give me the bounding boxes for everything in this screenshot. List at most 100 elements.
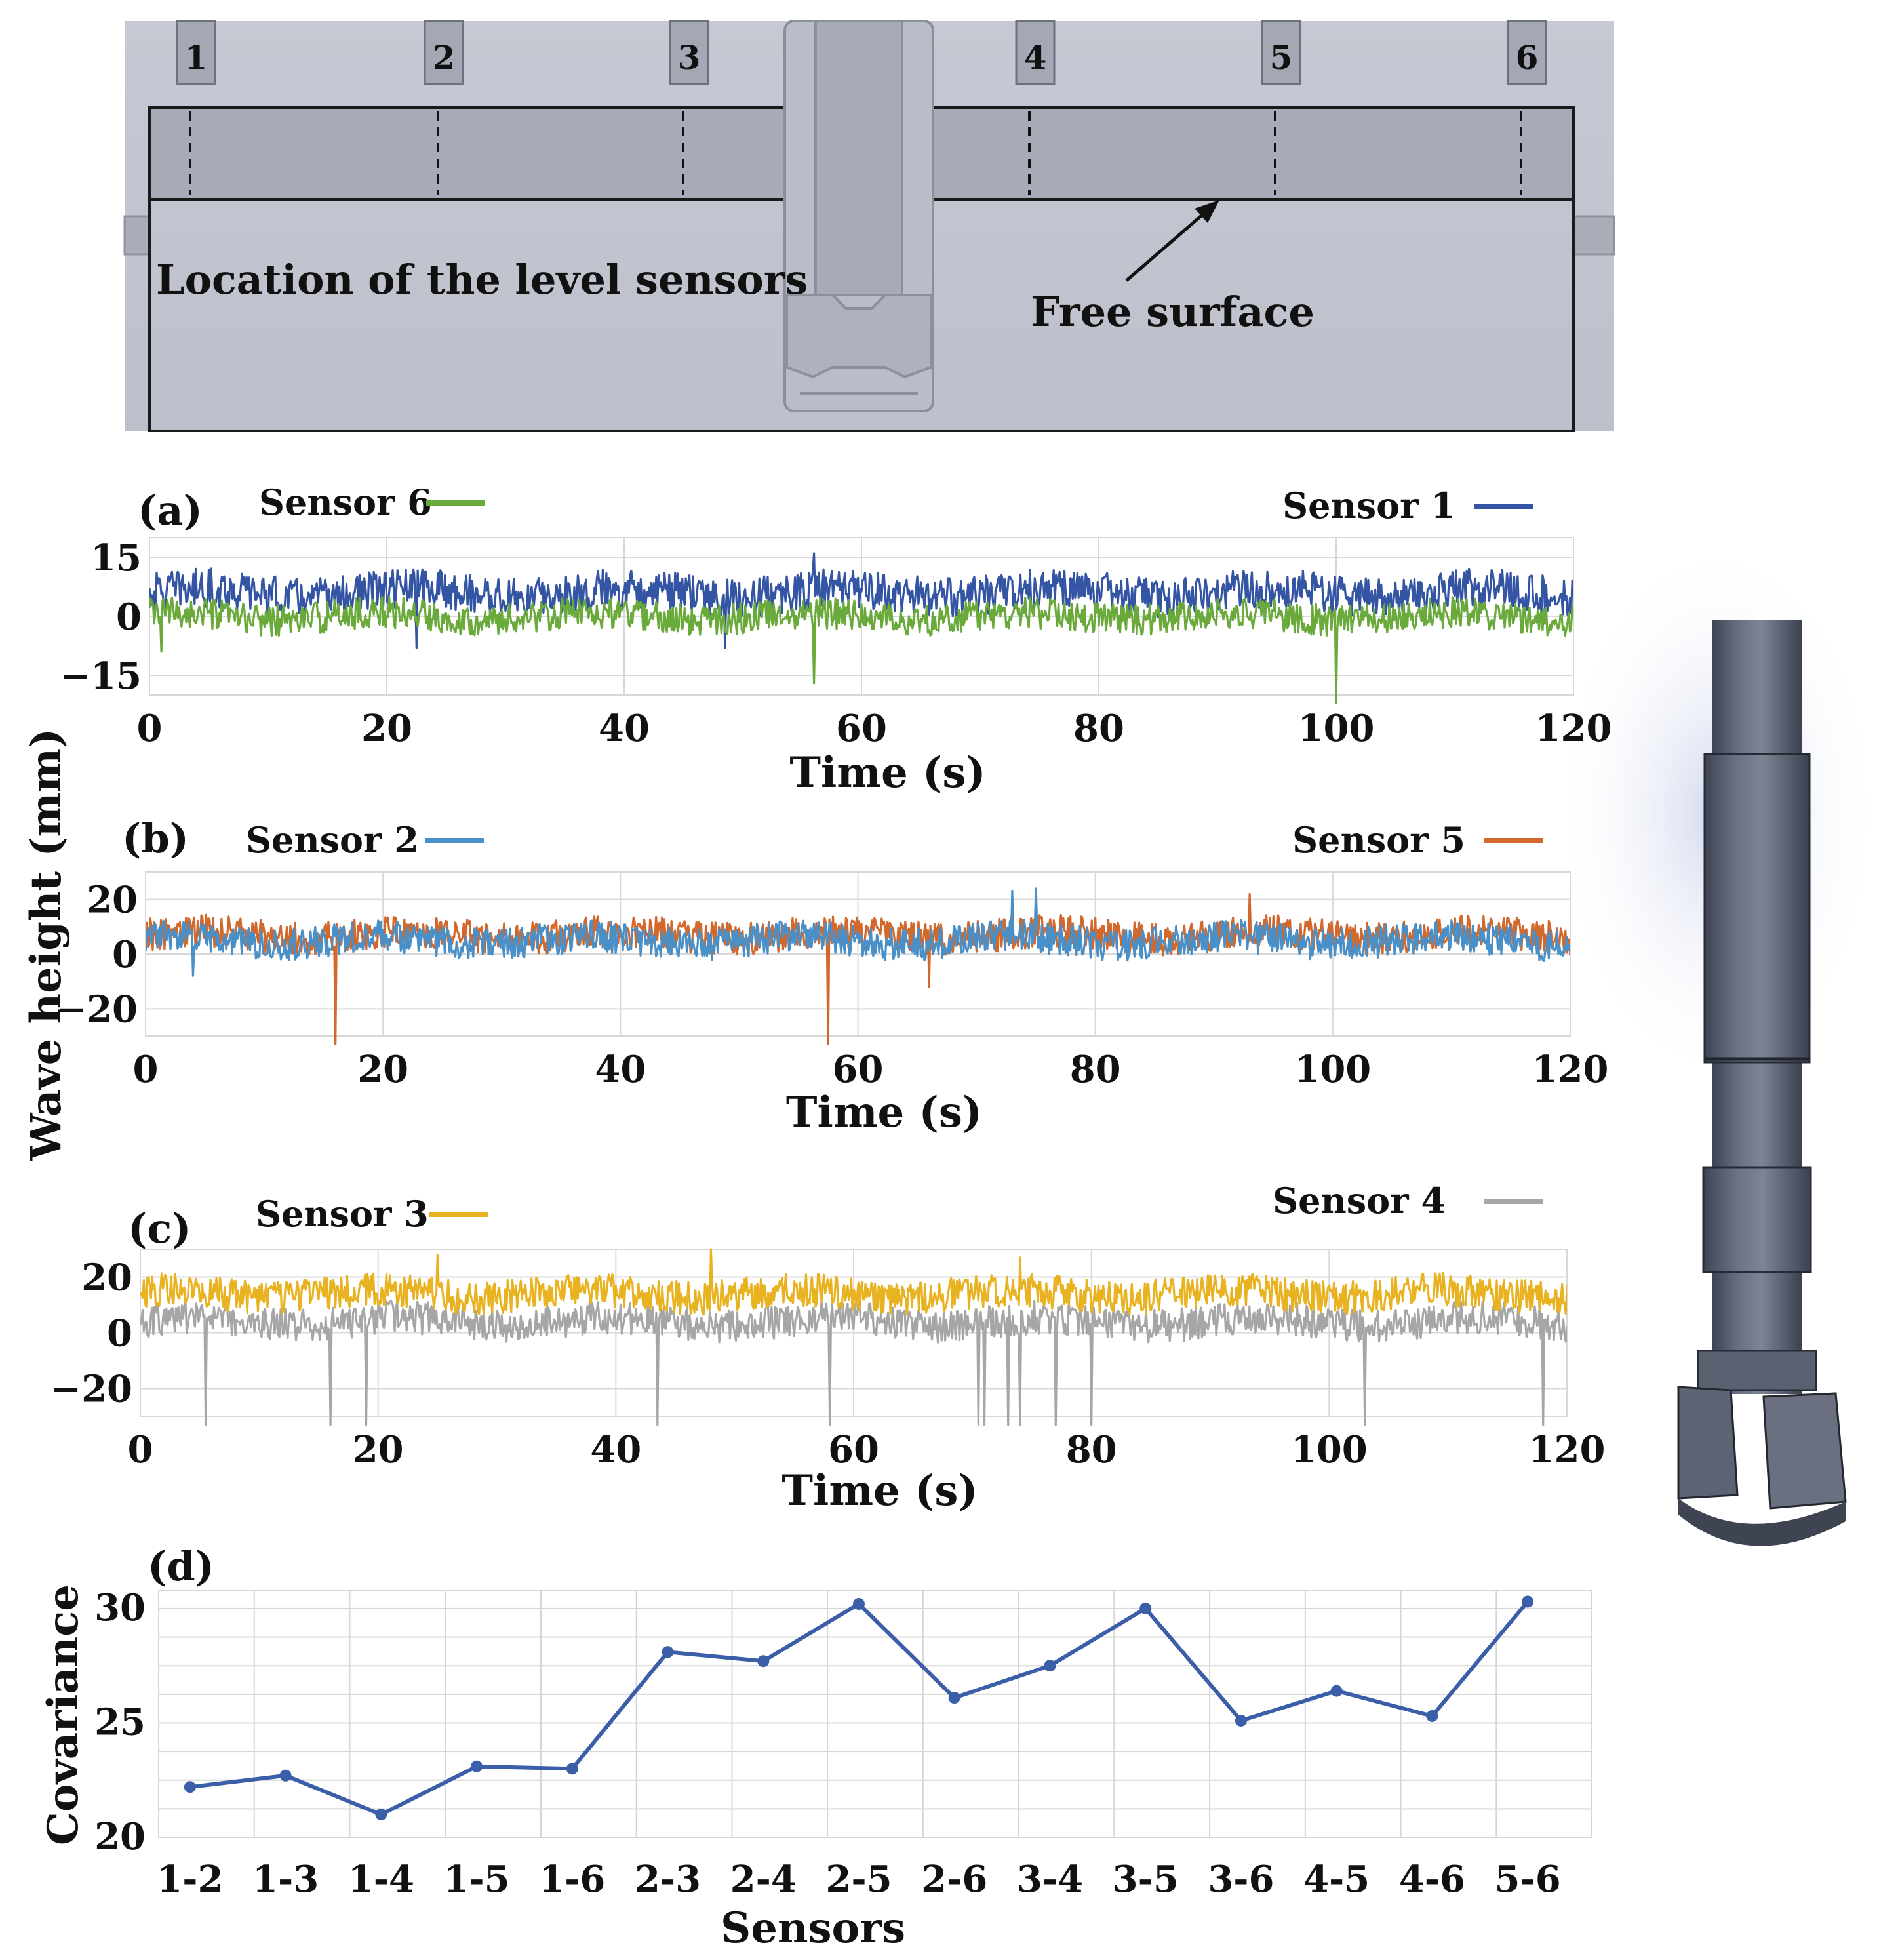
x-tick-label: 60 — [833, 1048, 884, 1091]
x-tick-label: 1-6 — [539, 1858, 605, 1901]
legend-label: Sensor 2 — [246, 819, 419, 861]
y-tick-label: 25 — [94, 1700, 146, 1744]
x-tick-label: 0 — [137, 707, 163, 750]
y-tick-label: 20 — [87, 879, 138, 922]
nozzle-illustration — [1554, 538, 1879, 1546]
sensor-number-6: 6 — [1516, 38, 1539, 77]
y-tick-label: 20 — [94, 1815, 146, 1858]
covariance-point-2-6 — [948, 1692, 960, 1704]
x-tick-label: 40 — [590, 1428, 641, 1471]
sensor-probe-6 — [1507, 20, 1547, 85]
x-tick-label: 0 — [133, 1048, 159, 1091]
x-tick-label: 3-6 — [1208, 1858, 1274, 1901]
y-axis-title: Covariance — [39, 1584, 88, 1845]
x-tick-label: 20 — [361, 707, 412, 750]
x-tick-label: 3-4 — [1017, 1858, 1083, 1901]
covariance-line — [189, 1600, 1530, 1817]
covariance-point-1-5 — [471, 1760, 483, 1772]
x-tick-label: 4-5 — [1303, 1858, 1370, 1901]
x-tick-label: 80 — [1066, 1428, 1117, 1471]
panel-b: 0 20 40 60 80 100 120 20 0 −20 (b) Sensor 2 Sensor 5… — [56, 814, 1608, 1137]
y-tick-label: 30 — [94, 1586, 146, 1630]
panel-tag: (b) — [122, 814, 189, 862]
covariance-point-4-6 — [1426, 1710, 1438, 1722]
nozzle-upper-sleeve — [1703, 753, 1811, 1064]
sensor-dashed-lines — [189, 111, 1522, 195]
panel-tag: (c) — [128, 1205, 191, 1252]
caption-sensors: Location of the level sensors — [156, 256, 808, 304]
submerged-nozzle — [783, 20, 934, 412]
nozzle-tip — [1678, 1498, 1846, 1546]
nozzle-collar — [1697, 1350, 1817, 1391]
covariance-point-4-5 — [1330, 1685, 1343, 1697]
y-tick-label: 0 — [112, 933, 138, 976]
covariance-point-1-2 — [184, 1781, 196, 1793]
shared-ylabel: Wave height (mm) — [22, 729, 71, 1161]
series-line-sensor-3 — [140, 1248, 1567, 1316]
sensor-probe-1 — [176, 20, 216, 85]
nozzle-port-left — [1677, 1386, 1739, 1500]
legend-label: Sensor 1 — [1282, 485, 1455, 527]
legend-label: Sensor 3 — [256, 1193, 429, 1235]
series-line-sensor-4 — [140, 1300, 1567, 1426]
x-tick-label: 80 — [1070, 1048, 1121, 1091]
panel-a: 0 20 40 60 80 100 120 15 0 −15 (a) Sensor 6 Sensor 1… — [60, 481, 1612, 797]
x-tick-label: 4-6 — [1399, 1858, 1465, 1901]
covariance-point-3-6 — [1235, 1714, 1247, 1727]
x-tick-label: 2-3 — [635, 1858, 701, 1901]
sensor-probe-4 — [1015, 20, 1056, 85]
x-tick-label: 40 — [599, 707, 650, 750]
sensor-probe-3 — [669, 20, 709, 85]
legend-label: Sensor 5 — [1292, 819, 1465, 861]
x-tick-label: 40 — [595, 1048, 646, 1091]
x-tick-label: 2-5 — [825, 1858, 892, 1901]
y-tick-label: −15 — [60, 654, 142, 698]
x-tick-label: 100 — [1294, 1048, 1371, 1091]
nozzle-port-right — [1762, 1392, 1847, 1510]
y-tick-label: 0 — [107, 1312, 132, 1355]
x-axis-title: Time (s) — [789, 748, 985, 797]
plot-area — [158, 1590, 1592, 1838]
y-tick-label: 20 — [81, 1256, 132, 1300]
sensor-probe-5 — [1261, 20, 1301, 85]
series-line-sensor-2 — [146, 887, 1570, 977]
sensor-number-4: 4 — [1024, 38, 1047, 77]
caption-free-surface: Free surface — [1031, 288, 1315, 336]
sensor-number-2: 2 — [433, 38, 456, 77]
covariance-point-2-5 — [853, 1597, 865, 1610]
x-tick-label: 60 — [828, 1428, 879, 1471]
mold-diagram: 1 2 3 4 5 6 Location of the level sensors Fre… — [123, 20, 1615, 432]
left-port — [123, 215, 151, 256]
panel-d: 30 25 20 1-2 1-3 1-4 1-5 1-6 2-3 2-4 2-5 2-6 3-4 3-5 3… — [39, 1542, 1592, 1953]
x-tick-label: 1-4 — [348, 1858, 414, 1901]
x-axis-title: Time (s) — [781, 1466, 978, 1515]
series-line-sensor-1 — [149, 552, 1573, 649]
panel-tag: (a) — [138, 487, 203, 534]
covariance-point-2-3 — [662, 1646, 674, 1658]
level-sensors: 1 2 3 4 5 6 — [176, 20, 1547, 85]
x-tick-label: 1-3 — [252, 1858, 319, 1901]
sensor-number-1: 1 — [185, 38, 208, 77]
x-tick-label: 5-6 — [1495, 1858, 1561, 1901]
x-tick-label: 1-5 — [443, 1858, 509, 1901]
sensor-number-3: 3 — [678, 38, 701, 77]
covariance-point-1-6 — [566, 1763, 578, 1775]
legend-label: Sensor 4 — [1273, 1180, 1446, 1222]
nozzle-lower-sleeve — [1702, 1166, 1812, 1273]
x-tick-label: 120 — [1535, 707, 1612, 750]
y-tick-label: 15 — [90, 536, 142, 580]
x-tick-label: 60 — [836, 707, 887, 750]
x-tick-label: 20 — [357, 1048, 408, 1091]
panel-tag: (d) — [148, 1542, 214, 1590]
x-tick-label: 120 — [1532, 1048, 1609, 1091]
x-axis-title: Time (s) — [786, 1088, 982, 1137]
x-axis-title: Sensors — [721, 1904, 905, 1953]
covariance-point-1-4 — [375, 1809, 387, 1821]
y-tick-label: −20 — [50, 1368, 132, 1411]
arrow-head-icon — [1195, 200, 1219, 223]
y-tick-label: 0 — [116, 595, 142, 639]
x-tick-label: 2-6 — [921, 1858, 987, 1901]
covariance-point-3-4 — [1044, 1660, 1056, 1672]
x-tick-label: 120 — [1529, 1428, 1606, 1471]
